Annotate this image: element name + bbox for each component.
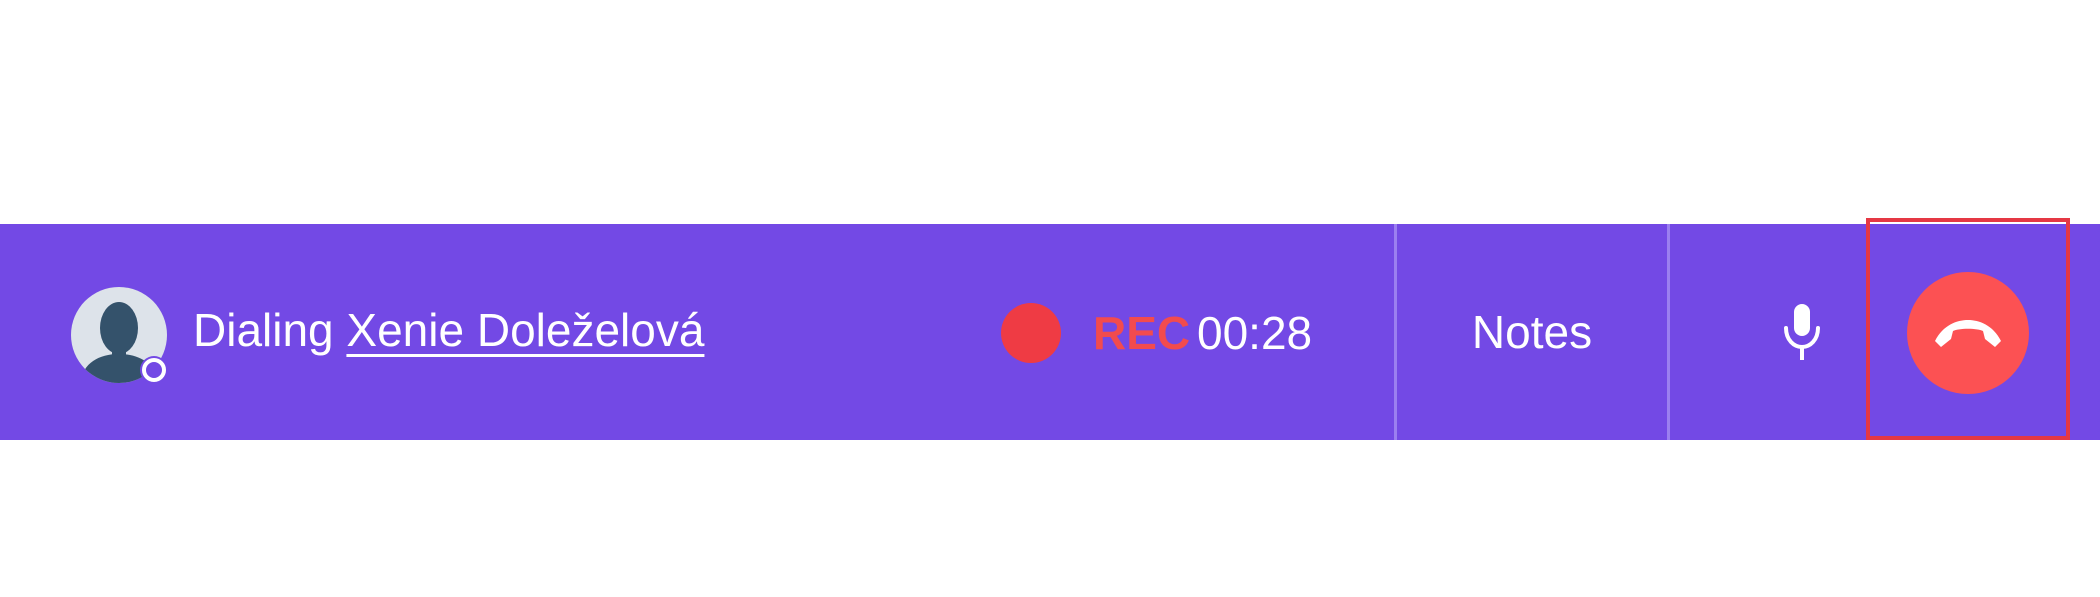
contact-avatar (70, 286, 168, 384)
divider (1394, 224, 1397, 440)
phone-hangup-icon (1935, 320, 2001, 347)
rec-label: REC (1093, 307, 1191, 359)
notes-button[interactable]: Notes (1397, 224, 1667, 440)
person-avatar-icon (71, 287, 168, 384)
call-status: Dialing Xenie Doleželová (193, 300, 704, 360)
contact-name-link[interactable]: Xenie Doleželová (346, 304, 705, 356)
hangup-focus-outline (1866, 218, 2070, 440)
call-bar: Dialing Xenie Doleželová REC 00:28 Notes (0, 218, 2100, 440)
divider (1667, 224, 1670, 440)
call-timer: 00:28 (1197, 307, 1313, 359)
microphone-icon (1784, 304, 1820, 360)
record-dot-icon (1001, 303, 1061, 363)
status-prefix: Dialing (193, 304, 334, 356)
mute-button[interactable] (1770, 294, 1834, 370)
presence-status-icon (140, 356, 168, 384)
notes-label: Notes (1471, 306, 1593, 358)
hangup-button[interactable] (1907, 272, 2029, 394)
